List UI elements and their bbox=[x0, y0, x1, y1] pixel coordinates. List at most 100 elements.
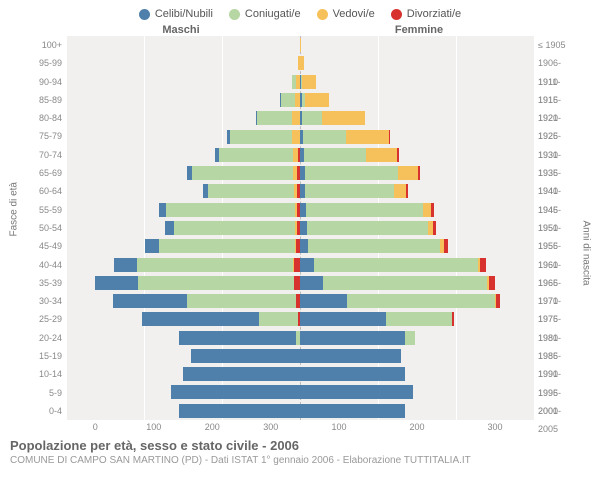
legend-item: Divorziati/e bbox=[391, 8, 461, 20]
male-bar bbox=[66, 367, 300, 381]
chart-area: Fasce di età 100+95-9990-9485-8980-8475-… bbox=[0, 36, 600, 420]
male-bar bbox=[66, 349, 300, 363]
bar-row bbox=[66, 36, 534, 54]
segment-vedovi bbox=[398, 166, 417, 180]
age-tick: 35-39 bbox=[22, 274, 66, 292]
segment-coniugati bbox=[302, 111, 321, 125]
female-bar bbox=[300, 93, 534, 107]
year-tick: 1946-1950 bbox=[534, 201, 578, 219]
segment-coniugati bbox=[347, 294, 495, 308]
male-bar bbox=[66, 331, 300, 345]
bar-row bbox=[66, 402, 534, 420]
x-tick: 100 bbox=[300, 422, 378, 432]
bar-row bbox=[66, 91, 534, 109]
year-tick: 1916-1920 bbox=[534, 91, 578, 109]
age-tick: 65-69 bbox=[22, 164, 66, 182]
female-bar bbox=[300, 258, 534, 272]
legend-item: Vedovi/e bbox=[317, 8, 375, 20]
bar-row bbox=[66, 347, 534, 365]
age-tick: 85-89 bbox=[22, 91, 66, 109]
segment-celibi bbox=[300, 385, 413, 399]
female-bar bbox=[300, 166, 534, 180]
legend-label: Divorziati/e bbox=[407, 8, 461, 20]
segment-vedovi bbox=[423, 203, 431, 217]
segment-coniugati bbox=[303, 130, 346, 144]
bar-row bbox=[66, 219, 534, 237]
segment-celibi bbox=[300, 331, 405, 345]
segment-divorziati bbox=[433, 221, 436, 235]
segment-coniugati bbox=[230, 130, 292, 144]
legend: Celibi/NubiliConiugati/eVedovi/eDivorzia… bbox=[0, 0, 600, 24]
female-bar bbox=[300, 276, 534, 290]
year-tick: 1906-1910 bbox=[534, 54, 578, 72]
age-tick: 20-24 bbox=[22, 329, 66, 347]
segment-divorziati bbox=[431, 203, 434, 217]
segment-divorziati bbox=[444, 239, 448, 253]
segment-divorziati bbox=[480, 258, 486, 272]
male-bar bbox=[66, 75, 300, 89]
chart-subtitle: COMUNE DI CAMPO SAN MARTINO (PD) - Dati … bbox=[10, 455, 590, 466]
legend-label: Vedovi/e bbox=[333, 8, 375, 20]
male-bar bbox=[66, 294, 300, 308]
segment-celibi bbox=[300, 367, 405, 381]
segment-celibi bbox=[300, 239, 308, 253]
segment-coniugati bbox=[323, 276, 487, 290]
segment-vedovi bbox=[292, 130, 300, 144]
segment-coniugati bbox=[137, 258, 293, 272]
segment-vedovi bbox=[302, 75, 316, 89]
age-tick: 75-79 bbox=[22, 127, 66, 145]
male-bar bbox=[66, 385, 300, 399]
age-tick: 25-29 bbox=[22, 310, 66, 328]
segment-coniugati bbox=[187, 294, 296, 308]
chart-title: Popolazione per età, sesso e stato civil… bbox=[10, 438, 590, 453]
female-bar bbox=[300, 331, 534, 345]
x-tick: 300 bbox=[242, 422, 301, 432]
segment-celibi bbox=[300, 258, 314, 272]
legend-label: Coniugati/e bbox=[245, 8, 301, 20]
age-tick: 30-34 bbox=[22, 292, 66, 310]
bar-row bbox=[66, 182, 534, 200]
age-tick: 80-84 bbox=[22, 109, 66, 127]
year-tick: 1911-1915 bbox=[534, 73, 578, 91]
male-bar bbox=[66, 93, 300, 107]
year-tick: ≤ 1905 bbox=[534, 36, 578, 54]
segment-coniugati bbox=[259, 312, 298, 326]
bar-row bbox=[66, 237, 534, 255]
segment-vedovi bbox=[300, 56, 304, 70]
segment-coniugati bbox=[405, 331, 414, 345]
age-tick: 50-54 bbox=[22, 219, 66, 237]
female-bar bbox=[300, 130, 534, 144]
segment-coniugati bbox=[257, 111, 292, 125]
segment-vedovi bbox=[346, 130, 389, 144]
age-tick: 95-99 bbox=[22, 54, 66, 72]
year-tick: 1931-1935 bbox=[534, 146, 578, 164]
male-bar bbox=[66, 130, 300, 144]
year-tick: 1921-1925 bbox=[534, 109, 578, 127]
segment-vedovi bbox=[300, 38, 301, 52]
y-axis-label-right: Anni di nascita bbox=[578, 36, 594, 420]
segment-celibi bbox=[159, 203, 166, 217]
male-bar bbox=[66, 276, 300, 290]
male-bar bbox=[66, 221, 300, 235]
segment-celibi bbox=[113, 294, 187, 308]
chart-footer: Popolazione per età, sesso e stato civil… bbox=[0, 432, 600, 466]
bar-row bbox=[66, 109, 534, 127]
segment-coniugati bbox=[314, 258, 478, 272]
segment-coniugati bbox=[174, 221, 295, 235]
bar-row bbox=[66, 365, 534, 383]
year-tick: 1936-1940 bbox=[534, 164, 578, 182]
female-bar bbox=[300, 38, 534, 52]
bar-rows bbox=[66, 36, 534, 420]
female-bar bbox=[300, 75, 534, 89]
age-axis: 100+95-9990-9485-8980-8475-7970-7465-696… bbox=[22, 36, 66, 420]
year-tick: 1996-2000 bbox=[534, 384, 578, 402]
x-axis: 3002001000 100200300 bbox=[0, 420, 600, 432]
segment-celibi bbox=[145, 239, 159, 253]
segment-celibi bbox=[300, 276, 323, 290]
segment-celibi bbox=[300, 221, 307, 235]
year-tick: 1991-1995 bbox=[534, 365, 578, 383]
segment-celibi bbox=[165, 221, 174, 235]
segment-celibi bbox=[142, 312, 259, 326]
segment-coniugati bbox=[305, 184, 395, 198]
segment-divorziati bbox=[389, 130, 391, 144]
